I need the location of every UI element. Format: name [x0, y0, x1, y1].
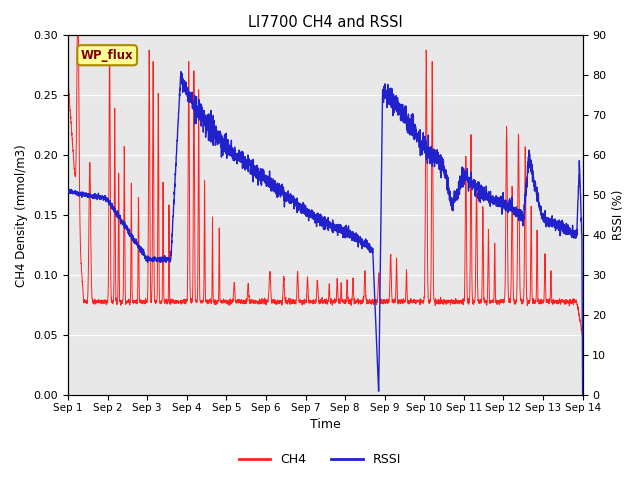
- Y-axis label: RSSI (%): RSSI (%): [612, 190, 625, 240]
- Y-axis label: CH4 Density (mmol/m3): CH4 Density (mmol/m3): [15, 144, 28, 287]
- Text: WP_flux: WP_flux: [81, 49, 134, 62]
- X-axis label: Time: Time: [310, 419, 340, 432]
- Legend: CH4, RSSI: CH4, RSSI: [234, 448, 406, 471]
- Title: LI7700 CH4 and RSSI: LI7700 CH4 and RSSI: [248, 15, 403, 30]
